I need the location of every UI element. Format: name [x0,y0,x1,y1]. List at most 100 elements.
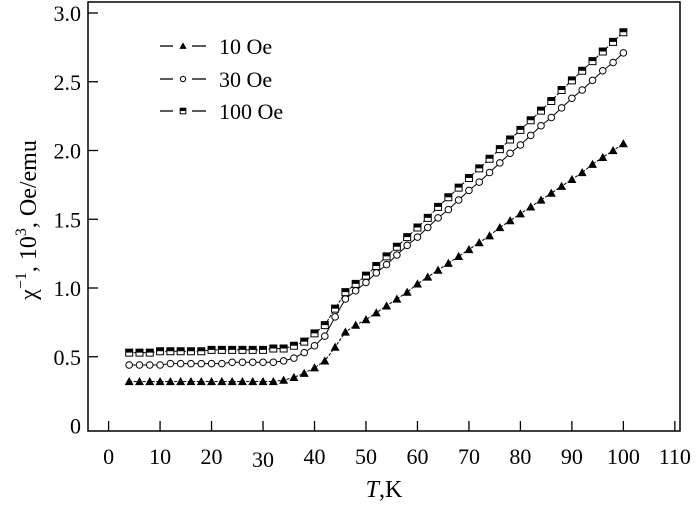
triangle-marker [423,272,433,281]
triangle-marker [299,368,309,377]
triangle-marker [155,377,165,386]
square-marker [186,347,195,356]
triangle-marker [505,216,515,225]
x-axis-title: T,K [366,477,403,503]
legend-item: 100 Oe [160,99,283,124]
x-tick-label: 80 [509,444,531,469]
circle-marker [331,313,339,321]
triangle-marker [577,168,587,177]
triangle-marker [179,42,187,49]
axis-ticks: 0 10 20 30 40 50 60 70 80 90 100 110 0 0.5 1.0 1.5 2.0 2.… [54,1,691,472]
square-marker [372,262,381,270]
triangle-marker [320,356,330,365]
circle-marker [179,75,187,83]
series-100-oe [125,28,628,357]
y-tick-label: 0 [70,414,81,439]
circle-marker [156,361,164,369]
triangle-marker [515,209,525,218]
circle-marker [145,361,154,369]
triangle-marker [443,258,453,267]
y-tick-label: 2.0 [54,139,82,164]
x-tick-label: 100 [607,444,640,469]
triangle-marker [134,377,144,386]
circle-marker [362,278,370,287]
square-marker [320,321,329,330]
square-marker [588,57,597,66]
legend-item: 10 Oe [160,34,272,59]
y-axis-title: χ−1, 103, Oe/emu [13,140,42,301]
circle-marker [393,251,401,259]
triangle-marker [351,320,361,329]
circle-marker [454,196,463,204]
circle-marker [248,358,257,367]
triangle-marker [371,308,381,317]
square-marker [361,271,370,280]
x-axis-title-unit: ,K [379,477,403,503]
circle-marker [403,241,411,250]
circle-marker [506,149,514,158]
triangle-marker [145,377,155,386]
circle-marker [568,94,576,103]
triangle-marker [433,265,443,274]
circle-marker [125,361,133,369]
triangle-marker [526,202,536,211]
triangle-marker [258,377,268,386]
triangle-marker [279,375,289,384]
square-marker [598,47,607,56]
square-marker [537,106,546,115]
circle-marker [444,205,453,214]
square-marker [248,345,257,354]
square-marker [619,28,628,37]
triangle-marker [268,377,278,386]
square-marker [547,97,556,105]
circle-marker [413,233,422,241]
x-tick-label: 10 [149,444,171,469]
circle-marker [279,357,288,365]
circle-marker [290,354,298,362]
triangle-marker [217,377,227,386]
circle-marker [238,358,247,367]
circle-marker [259,358,267,367]
plot-frame [87,1,681,432]
y-tick-label: 2.5 [54,70,82,95]
square-marker [331,304,340,313]
triangle-marker [618,139,628,148]
square-marker [217,345,226,354]
triangle-marker [165,377,175,386]
circle-marker [485,168,494,177]
x-axis-title-italic: T [366,477,381,503]
square-marker [197,347,206,356]
square-marker [578,66,587,75]
triangle-marker [186,377,196,386]
square-marker [238,345,247,354]
square-marker [207,345,216,354]
square-marker [506,135,515,144]
legend-label: 30 Oe [219,67,272,92]
triangle-marker [402,287,412,296]
square-marker [269,344,278,353]
triangle-marker [361,315,371,324]
square-marker [228,345,237,354]
square-marker [485,154,494,163]
square-marker [156,347,165,356]
legend: 10 Oe 30 Oe 100 Oe [160,34,283,124]
triangle-marker [330,342,340,351]
x-tick-label: 40 [304,444,326,469]
square-marker [567,76,576,85]
triangle-marker [495,223,505,232]
x-tick-label: 70 [458,444,480,469]
square-marker [351,279,360,288]
circle-marker [547,113,556,122]
x-tick-label: 90 [561,444,583,469]
triangle-marker [412,279,422,288]
series-10-oe [124,139,628,386]
circle-marker [166,359,175,368]
square-marker [423,213,432,222]
square-marker [516,125,525,134]
square-marker [135,348,144,357]
triangle-marker [248,377,258,386]
square-marker [609,37,618,46]
x-tick-label: 0 [103,444,114,469]
circle-marker [423,223,432,232]
